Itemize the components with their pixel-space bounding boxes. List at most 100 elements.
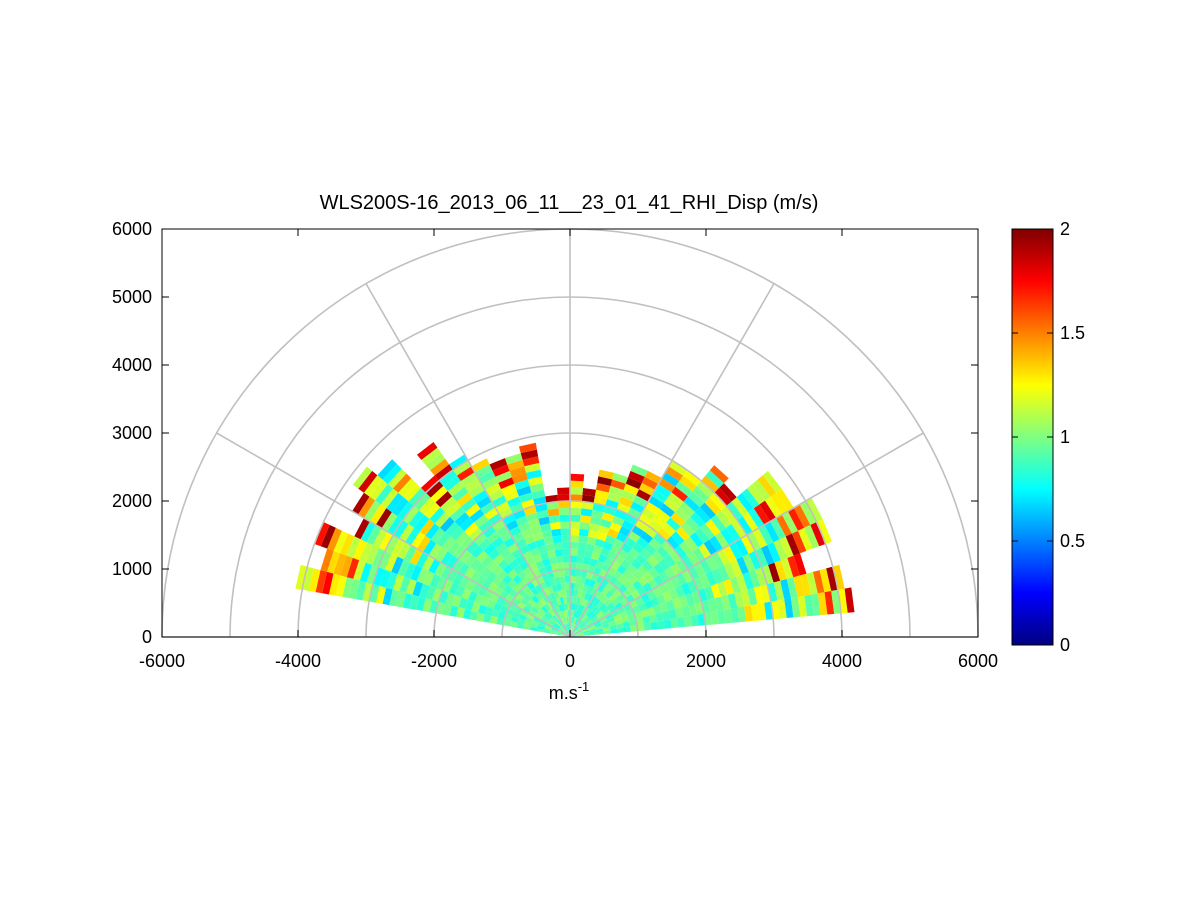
radar-cell: [655, 612, 664, 622]
radar-cell: [488, 489, 504, 502]
radar-cell: [570, 521, 581, 529]
radar-cell: [333, 530, 349, 554]
radar-cell: [546, 593, 553, 602]
radar-cell: [476, 550, 489, 563]
radar-cell: [662, 591, 673, 603]
radar-cell: [576, 555, 585, 564]
radar-cell: [382, 587, 393, 606]
radar-cell: [546, 501, 559, 510]
radar-cell: [631, 525, 645, 537]
radar-cell: [392, 473, 412, 493]
radar-cell: [774, 560, 787, 581]
radar-cell: [592, 617, 600, 624]
radar-cell: [625, 608, 634, 617]
radar-cell: [535, 560, 545, 570]
radar-cell: [736, 492, 754, 513]
radar-cell: [391, 497, 409, 517]
radar-cell: [492, 519, 506, 532]
radar-cell: [550, 607, 557, 615]
radar-cell: [552, 614, 559, 622]
radar-cell: [421, 447, 442, 466]
radar-cell: [670, 575, 681, 589]
radar-cell: [478, 604, 487, 615]
radar-cell: [690, 614, 699, 627]
radar-cell: [585, 619, 593, 626]
radar-cell: [512, 574, 522, 585]
radar-cell: [497, 580, 508, 591]
radar-cell: [507, 569, 518, 580]
radar-cell: [492, 464, 510, 477]
radar-cell: [369, 504, 387, 525]
radar-cell: [662, 610, 671, 621]
radar-cell: [461, 588, 472, 600]
radar-cell: [659, 570, 671, 583]
radar-cell: [639, 548, 652, 561]
radar-cell: [610, 628, 618, 634]
radar-cell: [703, 612, 713, 626]
radar-cell: [637, 624, 645, 632]
radar-cell: [811, 593, 821, 616]
radar-cell: [586, 536, 597, 545]
radar-cell: [679, 501, 695, 517]
radar-cell: [414, 514, 430, 532]
radar-cell: [442, 603, 452, 616]
radar-cell: [440, 496, 457, 512]
radar-cell: [436, 532, 451, 548]
radar-cell: [506, 608, 515, 617]
radar-cell: [529, 626, 538, 632]
radar-cell: [588, 523, 600, 532]
radar-cell: [657, 527, 671, 541]
radar-cell: [482, 614, 492, 623]
radar-cell: [776, 488, 794, 512]
radar-cell: [617, 606, 626, 614]
radar-cell: [560, 528, 570, 536]
radar-cell: [770, 492, 788, 515]
radar-cell: [554, 622, 561, 629]
radar-cell: [378, 550, 392, 570]
radar-cell: [542, 595, 550, 604]
radar-cell: [589, 627, 597, 632]
radar-cell: [560, 610, 565, 618]
radar-cell: [742, 571, 754, 590]
radar-cell: [616, 627, 625, 633]
colorbar-tick-label: 0: [1060, 635, 1070, 655]
radar-cell: [582, 628, 590, 633]
radar-cell: [587, 601, 594, 610]
radar-cell: [525, 602, 534, 610]
radar-cell: [552, 535, 562, 544]
radar-cell: [627, 574, 638, 585]
radar-cell: [563, 562, 570, 570]
radar-cell: [481, 555, 494, 568]
radar-cell: [651, 514, 667, 528]
radar-cell: [705, 519, 721, 536]
radar-cell: [456, 492, 473, 507]
radar-cell: [611, 515, 625, 527]
radar-cell: [704, 497, 722, 515]
x-tick-label: 2000: [686, 651, 726, 671]
radar-cell: [653, 562, 665, 575]
radar-cell: [635, 553, 647, 565]
radar-cell: [475, 562, 487, 575]
radar-cell: [473, 532, 487, 546]
radar-cell: [681, 569, 694, 583]
radar-cell: [629, 619, 637, 627]
radar-cell: [491, 536, 504, 549]
radar-cell: [675, 559, 688, 573]
radar-cell: [699, 573, 711, 589]
radar-cell: [666, 536, 680, 550]
radar-cell: [584, 592, 591, 600]
radar-cell: [397, 559, 410, 577]
radar-cell: [488, 548, 501, 561]
radar-cell: [762, 470, 782, 493]
radar-cell: [624, 536, 637, 548]
radar-cell: [556, 620, 563, 627]
radar-cell: [746, 531, 761, 551]
radar-cell: [561, 625, 567, 632]
radar-cell: [726, 501, 743, 520]
radar-cell: [425, 453, 446, 471]
radar-cell: [556, 633, 564, 636]
radar-cell: [578, 597, 584, 606]
polar-grid-spoke: [569, 283, 775, 638]
radar-cell: [464, 554, 477, 567]
radar-cell: [608, 620, 616, 627]
